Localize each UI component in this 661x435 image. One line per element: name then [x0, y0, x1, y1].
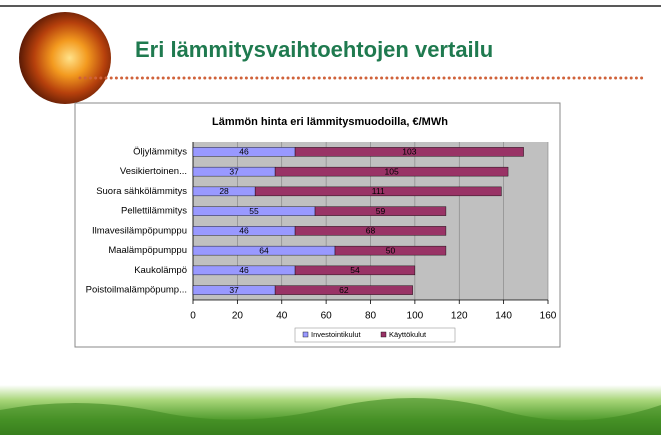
x-tick-label: 100 [407, 311, 424, 322]
y-tick-label: Poistoilmalämpöpump... [86, 285, 187, 296]
legend-swatch [381, 332, 386, 337]
y-tick-label: Suora sähkölämmitys [96, 186, 187, 197]
y-tick-label: Maalämpöpumppu [108, 245, 187, 256]
slide: Eri lämmitysvaihtoehtojen vertailu Lämmö… [0, 0, 661, 435]
data-label: 46 [239, 147, 249, 157]
data-label: 37 [229, 166, 239, 176]
x-tick-label: 160 [540, 311, 557, 322]
legend-label: Investointikulut [311, 330, 362, 339]
x-tick-label: 60 [321, 311, 333, 322]
x-tick-label: 140 [495, 311, 512, 322]
y-tick-label: Ilmavesilämpöpumppu [92, 225, 187, 236]
slide-title: Eri lämmitysvaihtoehtojen vertailu [135, 37, 493, 62]
legend-label: Käyttökulut [389, 330, 427, 339]
chart-title: Lämmön hinta eri lämmitysmuodoilla, €/MW… [212, 116, 448, 128]
y-tick-label: Kaukolämpö [134, 265, 187, 276]
x-tick-label: 40 [276, 311, 288, 322]
x-tick-label: 120 [451, 311, 468, 322]
data-label: 46 [239, 265, 249, 275]
data-label: 105 [384, 166, 398, 176]
data-label: 103 [402, 147, 416, 157]
legend-swatch [303, 332, 308, 337]
data-label: 68 [366, 226, 376, 236]
data-label: 55 [249, 206, 259, 216]
data-label: 37 [229, 285, 239, 295]
y-tick-label: Pellettilämmitys [121, 206, 187, 217]
x-tick-label: 0 [190, 311, 196, 322]
x-tick-label: 20 [232, 311, 244, 322]
data-label: 46 [239, 226, 249, 236]
data-label: 62 [339, 285, 349, 295]
data-label: 50 [386, 245, 396, 255]
data-label: 64 [259, 245, 269, 255]
data-label: 54 [350, 265, 360, 275]
page: {"slide": {"title": "Eri lämmitysvaihtoe… [0, 0, 661, 435]
data-label: 28 [219, 186, 229, 196]
data-label: 111 [372, 186, 385, 196]
y-tick-label: Öljylämmitys [133, 146, 187, 157]
x-tick-label: 80 [365, 311, 377, 322]
y-tick-label: Vesikiertoinen... [120, 166, 187, 177]
fire-image [19, 12, 111, 104]
data-label: 59 [376, 206, 386, 216]
